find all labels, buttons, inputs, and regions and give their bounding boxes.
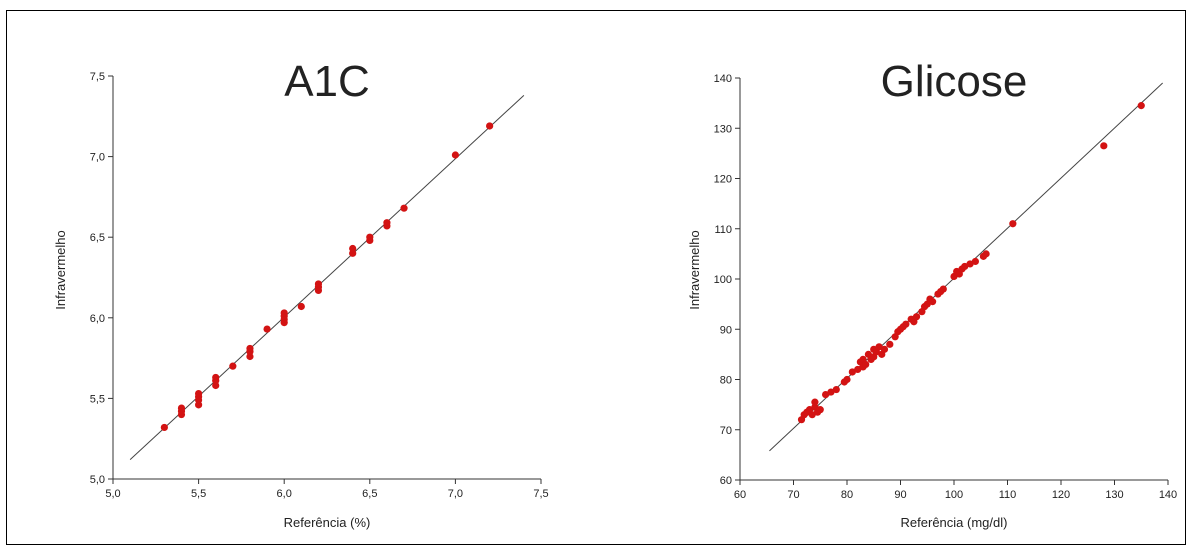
- y-tick-label: 90: [720, 324, 732, 336]
- y-tick-label: 130: [714, 123, 732, 135]
- data-point: [229, 362, 237, 370]
- y-tick-label: 6,5: [90, 232, 105, 244]
- x-tick-label: 5,5: [191, 488, 206, 500]
- data-point: [246, 344, 254, 353]
- data-point: [383, 219, 391, 227]
- data-point: [314, 280, 323, 288]
- data-point: [912, 313, 921, 321]
- data-point: [971, 257, 980, 266]
- data-point: [349, 244, 357, 253]
- y-tick-label: 140: [714, 73, 732, 85]
- data-point: [811, 398, 819, 406]
- data-point: [961, 262, 969, 271]
- x-tick-label: 100: [945, 489, 963, 501]
- x-tick-label: 5,0: [105, 488, 120, 500]
- chart-a1c: A1C Referência (%) Infravermelho 5,0 5,5 6…: [53, 57, 549, 530]
- x-tick-label: 130: [1105, 489, 1123, 501]
- chart-title: Glicose: [881, 57, 1028, 106]
- y-tick-label: 60: [720, 475, 732, 487]
- data-point: [160, 423, 168, 432]
- data-points: [797, 102, 1145, 424]
- data-point: [875, 343, 883, 351]
- y-tick-label: 5,0: [90, 474, 105, 486]
- chart-title: A1C: [284, 57, 370, 106]
- x-tick-label: 80: [841, 489, 853, 501]
- data-point: [939, 285, 947, 293]
- data-point: [1137, 102, 1145, 110]
- x-tick-label: 70: [787, 489, 799, 501]
- data-point: [966, 260, 974, 268]
- data-point: [1100, 142, 1108, 150]
- data-point: [929, 298, 937, 306]
- x-tick-label: 60: [734, 489, 746, 501]
- data-point: [982, 250, 990, 258]
- y-tick-label: 7,0: [90, 152, 105, 164]
- data-point: [486, 122, 494, 130]
- y-tick-label: 80: [720, 375, 732, 387]
- data-point: [212, 373, 220, 382]
- tick-labels: 5,0 5,5 6,0 6,5 7,0 7,5 5,0 5,5 6,0 6,5 7,0 7,5: [90, 71, 549, 500]
- y-tick-label: 6,0: [90, 313, 105, 325]
- data-point: [177, 404, 186, 412]
- data-point: [822, 390, 830, 399]
- data-point: [280, 309, 288, 317]
- data-point: [880, 345, 889, 353]
- plot-axes: [108, 75, 542, 484]
- data-point: [854, 365, 862, 374]
- y-tick-label: 5,5: [90, 393, 105, 405]
- y-tick-label: 7,5: [90, 71, 105, 83]
- data-points: [160, 122, 494, 432]
- data-point: [886, 340, 894, 348]
- x-tick-label: 7,0: [448, 488, 463, 500]
- data-point: [366, 233, 374, 241]
- data-point: [297, 302, 305, 311]
- x-tick-label: 7,5: [533, 488, 548, 500]
- tick-labels: 60 70 80 90 100 110 120 130 140 60 70 80 90 100 110 120…: [714, 73, 1178, 501]
- chart-glicose: Glicose Referência (mg/dl) Infravermelho…: [687, 57, 1177, 530]
- plot-axes: [735, 77, 1169, 485]
- data-point: [808, 411, 816, 419]
- x-tick-label: 120: [1052, 489, 1070, 501]
- data-point: [848, 368, 856, 376]
- y-tick-label: 100: [714, 274, 732, 286]
- data-point: [843, 375, 851, 384]
- data-point: [827, 388, 835, 396]
- data-point: [902, 320, 910, 328]
- data-point: [451, 151, 459, 159]
- data-point: [263, 325, 271, 333]
- data-point: [862, 360, 870, 369]
- fit-line: [129, 94, 525, 461]
- x-tick-label: 90: [894, 489, 906, 501]
- x-tick-label: 6,0: [277, 488, 292, 500]
- data-point: [816, 406, 824, 414]
- y-tick-label: 110: [714, 224, 732, 236]
- y-tick-label: 120: [714, 174, 732, 186]
- data-point: [400, 204, 408, 212]
- x-axis-label: Referência (mg/dl): [901, 515, 1008, 530]
- y-tick-label: 70: [720, 425, 732, 437]
- regression-line: [129, 94, 525, 461]
- x-tick-label: 6,5: [362, 488, 377, 500]
- figure-frame: [6, 10, 1186, 545]
- x-tick-label: 110: [999, 489, 1017, 501]
- data-point: [195, 389, 203, 398]
- x-axis-label: Referência (%): [284, 515, 371, 530]
- y-axis-label: Infravermelho: [53, 230, 68, 309]
- y-axis-label: Infravermelho: [687, 230, 702, 309]
- data-point: [1009, 220, 1017, 228]
- x-tick-label: 140: [1159, 489, 1177, 501]
- data-point: [832, 385, 840, 394]
